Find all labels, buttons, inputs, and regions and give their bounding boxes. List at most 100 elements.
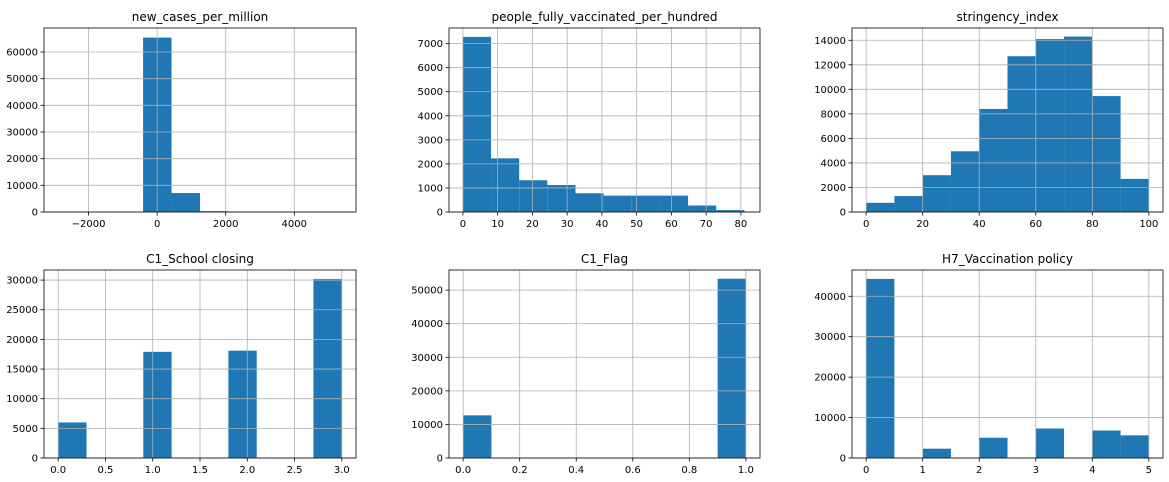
chart-title: H7_Vaccination policy [942,252,1073,266]
y-tick-label: 5000 [13,424,38,435]
histogram-bar [866,278,895,458]
y-tick-label: 6000 [821,134,846,145]
y-tick-label: 15000 [6,365,38,376]
x-tick-label: 0.4 [568,465,584,476]
histogram-bar [171,193,200,212]
x-tick-label: 2.0 [239,465,255,476]
y-tick-label: 4000 [821,158,846,169]
x-tick-label: 1.0 [145,465,161,476]
axes-frame [851,27,1164,213]
histogram-bar [462,36,492,213]
y-tick-label: 0 [840,208,846,219]
y-tick-label: 0 [32,208,38,219]
x-tick-label: 2 [976,465,982,476]
x-tick-label: 10 [491,219,504,230]
x-tick-label: 0 [863,465,869,476]
x-tick-label: 20 [916,219,929,230]
y-tick-label: 3000 [418,135,443,146]
y-tick-label: 10000 [6,394,38,405]
histogram-bar [1092,96,1121,212]
x-tick-label: 0 [460,219,466,230]
x-tick-label: 0 [154,219,160,230]
histogram-bar [1035,428,1065,458]
y-tick-label: 10000 [6,181,38,192]
histogram-bar [519,180,548,212]
y-tick-label: 12000 [814,60,846,71]
chart-title: people_fully_vaccinated_per_hundred [492,10,718,24]
y-tick-label: 5000 [418,87,443,98]
chart-panel: 0 10 20 30 40 50 60 70 80 0 1000 2000 3000 4000 5000 60… [418,10,761,230]
chart-title: C1_School closing [146,252,254,266]
y-tick-label: 20000 [6,335,38,346]
histogram-bar [547,185,576,212]
y-tick-label: 10000 [814,413,846,424]
y-tick-label: 2000 [821,183,846,194]
histogram-bar [1035,39,1065,212]
x-tick-label: 0.8 [681,465,697,476]
x-tick-label: 4000 [282,219,307,230]
y-tick-label: 2000 [418,159,443,170]
y-tick-label: 20000 [6,154,38,165]
y-tick-label: 10000 [411,420,443,431]
x-tick-label: 80 [735,219,748,230]
x-tick-label: 5 [1146,465,1152,476]
histogram-bar [688,205,717,212]
chart-panel: 0.0 0.5 1.0 1.5 2.0 2.5 3.0 0 5000 10000 15000 2000… [6,252,357,476]
y-tick-label: 7000 [418,39,443,50]
histogram-bar [1120,435,1149,458]
chart-panel: 0 1 2 3 4 5 0 10000 20000 30000 40000 H7_Vaccinatio… [814,252,1164,476]
chart-title: C1_Flag [581,252,628,266]
x-tick-label: 0.0 [455,465,471,476]
histogram-bar [575,193,604,212]
x-tick-label: 0.2 [512,465,528,476]
histogram-bar [1064,36,1093,213]
axes-frame [851,269,1164,459]
y-tick-label: 50000 [6,74,38,85]
x-tick-label: 2.5 [287,465,303,476]
y-tick-label: 8000 [821,109,846,120]
x-tick-label: −2000 [72,219,106,230]
histogram-bar [228,350,257,458]
y-tick-label: 40000 [814,292,846,303]
x-tick-label: 3.0 [334,465,350,476]
y-tick-label: 0 [437,208,443,219]
histogram-bar [716,210,745,212]
chart-panel: 0.0 0.2 0.4 0.6 0.8 1.0 0 10000 20000 30000 40000 5… [411,252,761,476]
x-tick-label: 3 [1033,465,1039,476]
x-tick-label: 100 [1139,219,1158,230]
y-tick-label: 10000 [814,85,846,96]
histogram-bar [631,195,660,212]
y-tick-label: 40000 [411,319,443,330]
x-tick-label: 0.6 [625,465,641,476]
histogram-bar [313,278,342,458]
histogram-bar [491,158,520,212]
x-tick-label: 70 [700,219,713,230]
y-tick-label: 25000 [6,305,38,316]
chart-panel: 0 20 40 60 80 100 0 2000 4000 6000 8000 10000 12000 1… [814,10,1164,230]
histogram-bar [463,415,492,458]
y-tick-label: 40000 [6,101,38,112]
x-tick-label: 0.5 [98,465,114,476]
x-tick-label: 40 [596,219,609,230]
y-tick-label: 0 [840,454,846,465]
y-tick-label: 30000 [6,128,38,139]
histogram-bar [1120,178,1149,212]
x-tick-label: 1 [919,465,925,476]
x-tick-label: 60 [1029,219,1042,230]
y-tick-label: 60000 [6,48,38,59]
histogram-bar [1007,56,1036,213]
axes-frame [448,27,761,213]
histogram-bar [659,195,689,212]
y-tick-label: 20000 [814,373,846,384]
x-tick-label: 1.0 [738,465,754,476]
x-tick-label: 4 [1089,465,1095,476]
y-tick-label: 30000 [411,353,443,364]
chart-title: new_cases_per_million [132,10,269,24]
histogram-bar [922,448,951,458]
histogram-bar [979,108,1008,212]
histogram-bar [1092,430,1121,458]
histogram-bar [922,175,951,212]
histogram-bar [866,202,895,212]
histogram-bar [143,351,172,458]
